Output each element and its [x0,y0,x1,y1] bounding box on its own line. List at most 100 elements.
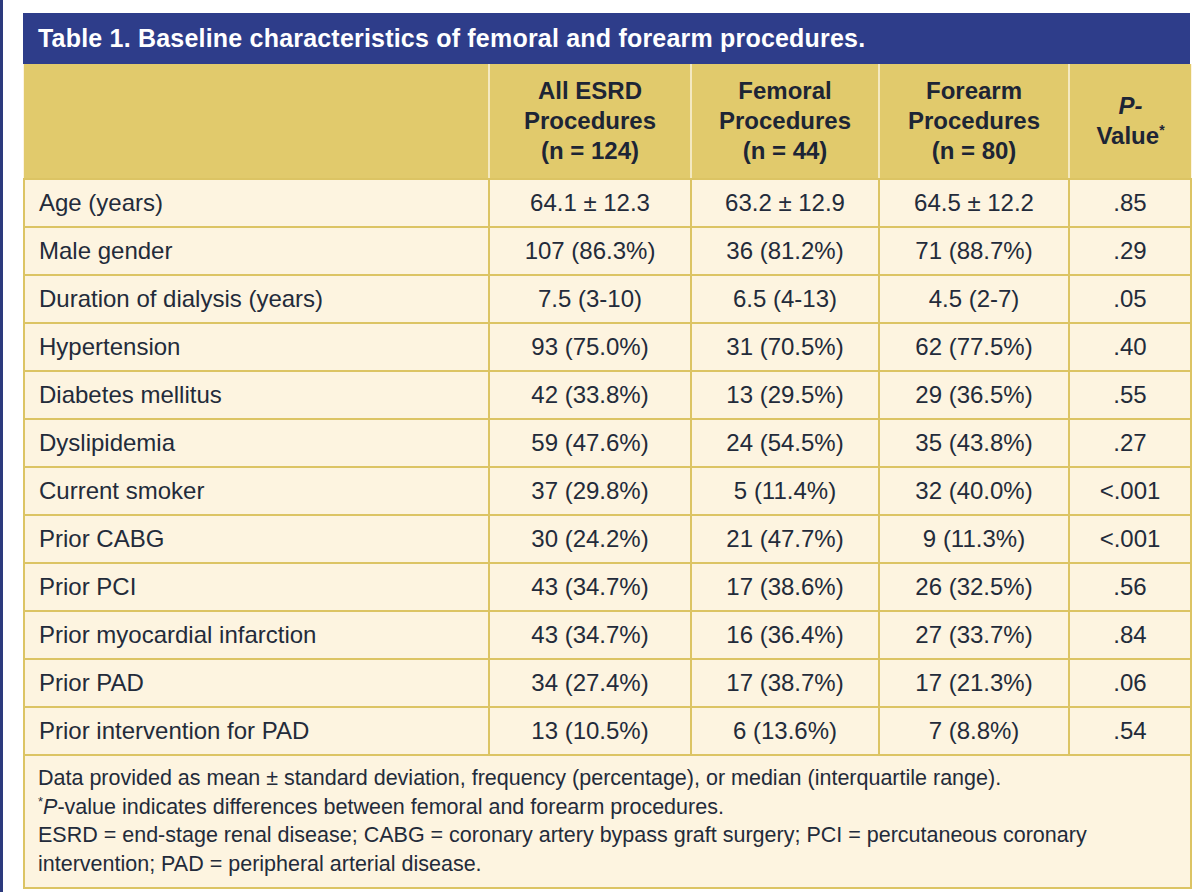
value-cell: 34 (27.4%) [489,659,691,707]
row-label-cell: Prior CABG [24,515,489,563]
value-cell: 29 (36.5%) [879,371,1069,419]
row-label-cell: Age (years) [24,179,489,227]
value-cell: 31 (70.5%) [691,323,879,371]
p-value-cell: <.001 [1069,515,1191,563]
row-label-cell: Diabetes mellitus [24,371,489,419]
p-value-cell: .85 [1069,179,1191,227]
table-row: Hypertension 93 (75.0%) 31 (70.5%) 62 (7… [24,323,1191,371]
table-row: Male gender 107 (86.3%) 36 (81.2%) 71 (8… [24,227,1191,275]
value-cell: 17 (21.3%) [879,659,1069,707]
row-label-cell: Duration of dialysis (years) [24,275,489,323]
header-line: Forearm [884,76,1064,106]
p-italic: P- [1119,92,1143,119]
value-cell: 7.5 (3-10) [489,275,691,323]
value-cell: 6 (13.6%) [691,707,879,755]
baseline-characteristics-table: All ESRD Procedures (n = 124) Femoral Pr… [23,64,1192,889]
value-cell: 13 (29.5%) [691,371,879,419]
value-cell: 17 (38.7%) [691,659,879,707]
header-line: (n = 80) [884,136,1064,166]
value-cell: 62 (77.5%) [879,323,1069,371]
table-footnotes: Data provided as mean ± standard deviati… [24,755,1191,888]
value-cell: 4.5 (2-7) [879,275,1069,323]
value-cell: 43 (34.7%) [489,611,691,659]
value-cell: 93 (75.0%) [489,323,691,371]
footnote-row: Data provided as mean ± standard deviati… [24,755,1191,888]
p-value-cell: .56 [1069,563,1191,611]
header-line: Femoral [696,76,874,106]
header-empty-cell [24,64,489,179]
p-italic: P [43,795,57,819]
value-cell: 64.1 ± 12.3 [489,179,691,227]
table1-container: Table 1. Baseline characteristics of fem… [23,13,1190,889]
row-label-cell: Male gender [24,227,489,275]
value-cell: 35 (43.8%) [879,419,1069,467]
row-label-cell: Prior PCI [24,563,489,611]
row-label-cell: Dyslipidemia [24,419,489,467]
row-label-cell: Current smoker [24,467,489,515]
footnote-data-description: Data provided as mean ± standard deviati… [38,764,1177,793]
header-femoral: Femoral Procedures (n = 44) [691,64,879,179]
value-cell: 43 (34.7%) [489,563,691,611]
table-row: Prior CABG 30 (24.2%) 21 (47.7%) 9 (11.3… [24,515,1191,563]
p-value-cell: .05 [1069,275,1191,323]
header-line: Procedures [494,106,686,136]
table-row: Current smoker 37 (29.8%) 5 (11.4%) 32 (… [24,467,1191,515]
page-left-border [0,0,3,892]
value-cell: 63.2 ± 12.9 [691,179,879,227]
header-p-value: P- Value* [1069,64,1191,179]
header-line: P- [1074,91,1187,121]
value-cell: 71 (88.7%) [879,227,1069,275]
header-line: All ESRD [494,76,686,106]
row-label-cell: Prior PAD [24,659,489,707]
value-cell: 17 (38.6%) [691,563,879,611]
table-row: Diabetes mellitus 42 (33.8%) 13 (29.5%) … [24,371,1191,419]
table-body: Age (years) 64.1 ± 12.3 63.2 ± 12.9 64.5… [24,179,1191,755]
header-row: All ESRD Procedures (n = 124) Femoral Pr… [24,64,1191,179]
value-cell: 9 (11.3%) [879,515,1069,563]
p-value-cell: <.001 [1069,467,1191,515]
row-label-cell: Prior intervention for PAD [24,707,489,755]
header-line: Procedures [696,106,874,136]
value-cell: 27 (33.7%) [879,611,1069,659]
value-cell: 64.5 ± 12.2 [879,179,1069,227]
p-value-cell: .54 [1069,707,1191,755]
p-value-cell: .55 [1069,371,1191,419]
table-title-bar: Table 1. Baseline characteristics of fem… [23,13,1190,64]
p-value-cell: .40 [1069,323,1191,371]
value-cell: 5 (11.4%) [691,467,879,515]
footnote-cell: Data provided as mean ± standard deviati… [24,755,1191,888]
value-cell: 59 (47.6%) [489,419,691,467]
value-cell: 7 (8.8%) [879,707,1069,755]
table-row: Age (years) 64.1 ± 12.3 63.2 ± 12.9 64.5… [24,179,1191,227]
header-line: Value* [1074,121,1187,151]
table-title: Table 1. Baseline characteristics of fem… [38,24,865,52]
value-cell: 32 (40.0%) [879,467,1069,515]
value-cell: 6.5 (4-13) [691,275,879,323]
table-row: Duration of dialysis (years) 7.5 (3-10) … [24,275,1191,323]
table-row: Prior intervention for PAD 13 (10.5%) 6 … [24,707,1191,755]
value-cell: 42 (33.8%) [489,371,691,419]
p-value-cell: .27 [1069,419,1191,467]
p-value-cell: .29 [1069,227,1191,275]
header-forearm: Forearm Procedures (n = 80) [879,64,1069,179]
value-cell: 36 (81.2%) [691,227,879,275]
row-label-cell: Prior myocardial infarction [24,611,489,659]
footnote-abbreviations: ESRD = end-stage renal disease; CABG = c… [38,821,1177,878]
value-cell: 26 (32.5%) [879,563,1069,611]
value-cell: 21 (47.7%) [691,515,879,563]
value-cell: 24 (54.5%) [691,419,879,467]
table-row: Prior PAD 34 (27.4%) 17 (38.7%) 17 (21.3… [24,659,1191,707]
value-cell: 30 (24.2%) [489,515,691,563]
value-cell: 37 (29.8%) [489,467,691,515]
row-label-cell: Hypertension [24,323,489,371]
header-all-esrd: All ESRD Procedures (n = 124) [489,64,691,179]
footnote-p-value-note: *P-value indicates differences between f… [38,793,1177,822]
table-row: Dyslipidemia 59 (47.6%) 24 (54.5%) 35 (4… [24,419,1191,467]
p-value-cell: .06 [1069,659,1191,707]
table-row: Prior myocardial infarction 43 (34.7%) 1… [24,611,1191,659]
header-line: Procedures [884,106,1064,136]
table-row: Prior PCI 43 (34.7%) 17 (38.6%) 26 (32.5… [24,563,1191,611]
value-cell: 16 (36.4%) [691,611,879,659]
table-header: All ESRD Procedures (n = 124) Femoral Pr… [24,64,1191,179]
p-value-cell: .84 [1069,611,1191,659]
